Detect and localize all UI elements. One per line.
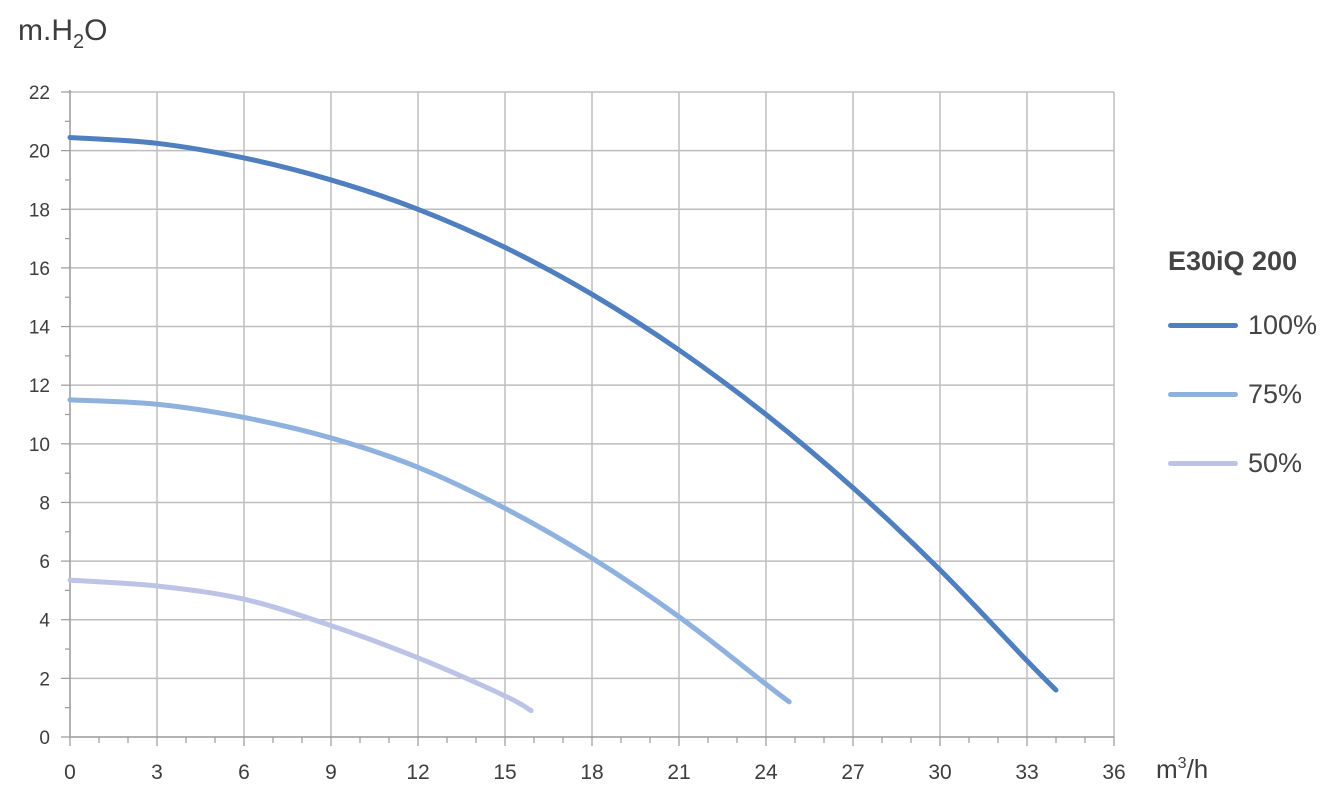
y-axis-label-prefix: m.H: [18, 14, 73, 47]
axes: [61, 90, 1115, 746]
x-axis-label: m3/h: [1156, 754, 1208, 785]
y-tick-label: 22: [29, 83, 50, 104]
legend-swatch-100: [1168, 322, 1238, 328]
x-axis-label-suffix: /h: [1186, 754, 1209, 784]
y-tick-label: 6: [39, 552, 50, 573]
legend-label-100: 100%: [1248, 309, 1318, 340]
x-tick-label: 12: [406, 761, 429, 784]
y-axis-label-subscript: 2: [73, 31, 85, 53]
series-line-1: [67, 397, 792, 705]
x-axis-label-prefix: m: [1156, 754, 1178, 784]
x-tick-label: 33: [1015, 761, 1038, 784]
y-tick-label: 12: [29, 376, 50, 397]
y-tick-label: 14: [29, 318, 51, 339]
y-tick-label: 10: [29, 435, 50, 456]
x-tick-label: 24: [754, 761, 778, 784]
y-tick-label: 18: [29, 200, 50, 221]
x-tick-label: 27: [841, 761, 864, 784]
x-tick-label: 30: [928, 761, 951, 784]
x-tick-label: 18: [580, 761, 603, 784]
y-axis-label: m.H2O: [18, 14, 107, 54]
legend-swatch-75: [1168, 391, 1238, 397]
legend-item-75: 75%: [1168, 377, 1302, 411]
y-tick-label: 2: [39, 669, 50, 690]
legend-swatch-50: [1168, 460, 1238, 466]
x-tick-label: 3: [151, 761, 163, 784]
x-tick-label: 36: [1102, 761, 1125, 784]
x-tick-label: 21: [667, 761, 690, 784]
x-tick-label: 6: [238, 761, 250, 784]
legend-label-50: 50%: [1248, 447, 1303, 478]
series-line-0: [67, 134, 1059, 693]
legend-item-50: 50%: [1168, 446, 1302, 480]
y-tick-label: 20: [29, 142, 50, 163]
y-axis-label-suffix: O: [84, 14, 108, 47]
y-tick-label: 0: [39, 728, 50, 749]
x-tick-label: 0: [64, 761, 76, 784]
y-tick-label: 4: [39, 611, 50, 632]
series-lines: [67, 134, 1059, 714]
series-line-2: [67, 577, 534, 714]
legend-item-100: 100%: [1168, 308, 1317, 342]
x-axis-label-superscript: 3: [1177, 755, 1187, 772]
x-tick-label: 9: [325, 761, 337, 784]
y-tick-label: 8: [39, 493, 50, 514]
x-tick-label: 15: [493, 761, 516, 784]
y-tick-label: 16: [29, 259, 50, 280]
legend-label-75: 75%: [1248, 378, 1303, 409]
legend-title: E30iQ 200: [1168, 246, 1298, 276]
